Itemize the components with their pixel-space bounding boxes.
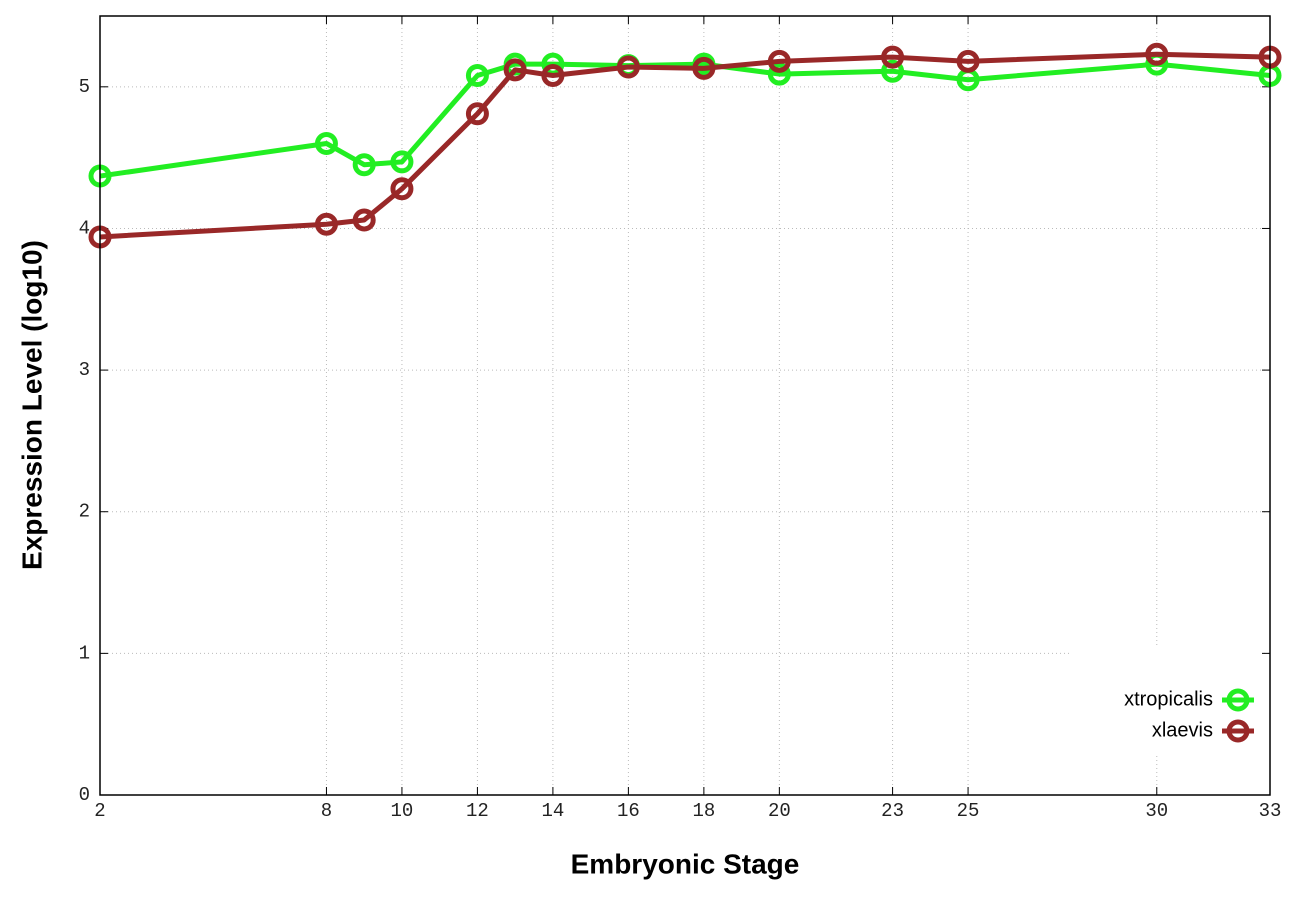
- y-tick-label: 5: [79, 76, 90, 98]
- y-tick-label: 4: [79, 217, 90, 239]
- point: [956, 49, 980, 73]
- point: [352, 153, 376, 177]
- point: [692, 56, 716, 80]
- legend-label: xlaevis: [1152, 719, 1213, 741]
- x-axis-label: Embryonic Stage: [571, 848, 800, 879]
- x-tick-label: 33: [1259, 800, 1282, 822]
- y-tick-label: 1: [79, 642, 90, 664]
- point: [881, 45, 905, 69]
- y-tick-label: 2: [79, 501, 90, 523]
- point: [616, 55, 640, 79]
- x-tick-label: 10: [391, 800, 414, 822]
- point: [541, 63, 565, 87]
- point: [314, 131, 338, 155]
- point: [465, 63, 489, 87]
- y-tick-label: 0: [79, 784, 90, 806]
- x-tick-label: 25: [957, 800, 980, 822]
- point: [767, 62, 791, 86]
- x-tick-label: 2: [94, 800, 105, 822]
- point: [465, 102, 489, 126]
- x-tick-label: 8: [321, 800, 332, 822]
- y-axis-label: Expression Level (log10): [16, 240, 47, 570]
- x-tick-label: 14: [541, 800, 564, 822]
- x-tick-label: 23: [881, 800, 904, 822]
- x-tick-label: 30: [1145, 800, 1168, 822]
- plot-frame: [99, 15, 1271, 796]
- point: [390, 150, 414, 174]
- y-tick-label: 3: [79, 359, 90, 381]
- series-line: [99, 61, 1271, 179]
- x-tick-label: 12: [466, 800, 489, 822]
- point: [390, 177, 414, 201]
- point: [1145, 42, 1169, 66]
- point: [503, 58, 527, 82]
- legend-label: xtropicalis: [1124, 688, 1213, 710]
- x-tick-label: 20: [768, 800, 791, 822]
- x-tick-label: 16: [617, 800, 640, 822]
- legend-swatch: [1226, 688, 1250, 712]
- legend-swatch: [1226, 719, 1250, 743]
- point: [314, 212, 338, 236]
- x-tick-label: 18: [692, 800, 715, 822]
- point: [881, 59, 905, 83]
- point: [767, 49, 791, 73]
- point: [352, 208, 376, 232]
- series-line: [99, 51, 1271, 240]
